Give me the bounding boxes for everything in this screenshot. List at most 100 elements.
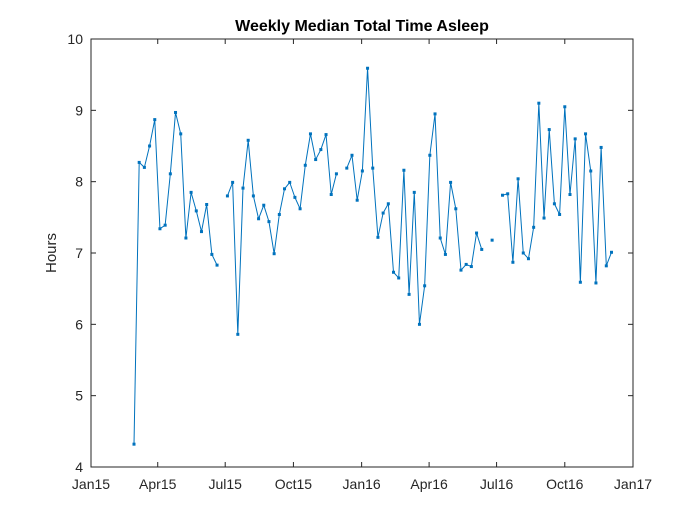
data-point-76 [526, 257, 530, 261]
data-point-25 [262, 203, 266, 207]
plot-area [91, 39, 633, 467]
y-tick-label: 5 [75, 388, 83, 404]
ticks-layer: Jan15 Apr15 Jul15 Oct15 Jan16 Apr16 Jul16 Oct16… [67, 31, 652, 492]
data-point-54 [412, 190, 416, 194]
y-axis-label: Hours [43, 233, 60, 273]
data-point-72 [506, 192, 510, 196]
data-point-84 [568, 193, 572, 197]
data-point-61 [449, 180, 453, 184]
data-point-12 [194, 209, 198, 213]
data-point-55 [417, 322, 421, 326]
data-point-86 [578, 280, 582, 284]
data-point-19 [231, 180, 235, 184]
data-point-38 [329, 193, 333, 197]
data-point-5 [158, 227, 162, 231]
data-point-89 [594, 281, 598, 285]
data-point-3 [148, 144, 152, 148]
data-point-24 [257, 217, 261, 221]
data-point-41 [345, 166, 349, 170]
data-point-59 [438, 236, 442, 240]
data-point-39 [334, 172, 338, 176]
data-point-31 [293, 195, 297, 199]
x-tick-label: Jul16 [480, 476, 514, 492]
data-point-2 [142, 165, 146, 169]
x-tick-label: Jan17 [614, 476, 652, 492]
data-point-20 [236, 332, 240, 336]
data-point-81 [552, 202, 556, 206]
data-point-23 [251, 194, 255, 198]
x-tick-label: Jul15 [208, 476, 242, 492]
data-point-18 [225, 194, 229, 198]
data-point-46 [371, 166, 375, 170]
data-point-87 [584, 132, 588, 136]
data-point-36 [319, 148, 323, 152]
data-point-7 [168, 172, 172, 176]
data-point-33 [303, 163, 307, 167]
data-point-44 [360, 169, 364, 173]
data-point-34 [308, 132, 312, 136]
data-point-63 [459, 268, 463, 272]
data-point-29 [283, 187, 287, 191]
data-point-79 [542, 216, 546, 220]
x-tick-label: Jan15 [72, 476, 110, 492]
data-point-50 [392, 270, 396, 274]
x-tick-label: Oct15 [275, 476, 313, 492]
data-point-57 [428, 153, 432, 157]
data-point-30 [288, 180, 292, 184]
data-point-66 [475, 231, 479, 235]
data-point-77 [532, 225, 536, 229]
data-point-11 [189, 190, 193, 194]
data-point-69 [490, 238, 494, 242]
data-point-13 [199, 230, 203, 234]
data-point-65 [469, 265, 473, 269]
data-point-45 [366, 66, 370, 70]
data-point-71 [501, 193, 504, 197]
data-point-35 [314, 158, 318, 162]
data-point-52 [402, 168, 406, 172]
data-point-0 [132, 442, 136, 446]
data-point-74 [516, 177, 520, 181]
data-point-88 [589, 169, 593, 173]
series-line-segment-1 [226, 133, 337, 335]
data-point-37 [324, 133, 328, 137]
data-point-49 [386, 202, 390, 206]
data-point-92 [610, 250, 613, 254]
series-layer [132, 66, 613, 446]
data-point-56 [423, 284, 427, 288]
data-point-26 [267, 220, 271, 224]
data-point-75 [521, 251, 525, 255]
y-tick-label: 10 [67, 31, 83, 47]
data-point-4 [153, 118, 157, 122]
y-tick-label: 7 [75, 245, 83, 261]
data-point-64 [464, 262, 468, 266]
series-line-segment-4 [502, 102, 612, 284]
data-point-83 [563, 105, 567, 109]
data-point-28 [277, 212, 281, 216]
data-point-32 [298, 207, 302, 211]
y-tick-label: 8 [75, 174, 83, 190]
data-point-67 [480, 247, 484, 251]
x-tick-label: Jan16 [343, 476, 381, 492]
data-point-8 [174, 110, 178, 114]
data-point-60 [443, 252, 447, 256]
y-tick-label: 4 [75, 459, 83, 475]
x-tick-label: Apr15 [139, 476, 177, 492]
data-point-80 [547, 128, 551, 132]
data-point-43 [355, 198, 359, 202]
chart-title: Weekly Median Total Time Asleep [235, 18, 489, 35]
data-point-6 [163, 223, 167, 227]
data-point-22 [246, 138, 250, 142]
data-point-82 [558, 212, 562, 216]
data-point-62 [454, 207, 458, 211]
x-tick-label: Apr16 [410, 476, 448, 492]
data-point-15 [210, 252, 214, 256]
data-point-21 [241, 186, 245, 190]
data-point-51 [397, 276, 401, 280]
data-point-91 [604, 264, 608, 268]
data-point-58 [433, 112, 437, 116]
data-point-14 [205, 202, 209, 206]
data-point-47 [376, 235, 380, 239]
data-point-16 [215, 263, 219, 267]
